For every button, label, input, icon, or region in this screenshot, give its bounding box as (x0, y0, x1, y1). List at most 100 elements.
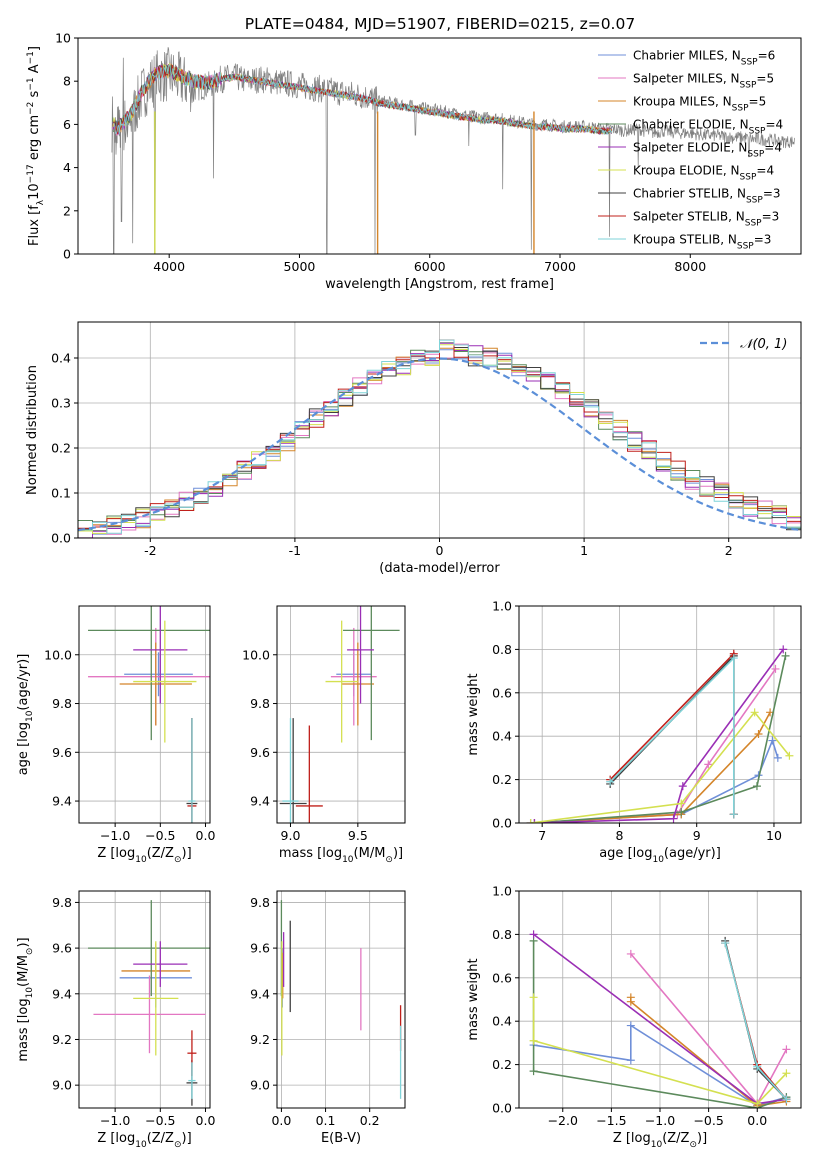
y-tick-label: 9.2 (52, 1032, 72, 1047)
y-axis-label: mass weight (466, 958, 481, 1040)
weight-marker (768, 736, 777, 745)
figure-title: PLATE=0484, MJD=51907, FIBERID=0215, z=0… (245, 15, 635, 33)
x-tick-label: −1.0 (100, 828, 130, 843)
weight-marker (526, 819, 535, 823)
axes-frame (276, 890, 406, 1109)
x-tick-label: −1.0 (100, 1113, 130, 1128)
legend-label: Chabrier MILES, NSSP=6 (633, 49, 775, 68)
weight-line-3 (534, 655, 787, 823)
legend-label: Chabrier STELIB, NSSP=3 (633, 187, 781, 206)
y-tick-label: 9.4 (52, 794, 72, 809)
errorbar-3 (343, 606, 400, 741)
x-tick-label: -1 (289, 543, 301, 558)
weight-marker (530, 819, 539, 823)
y-tick-label: 10.0 (44, 647, 72, 662)
x-tick-label: -2 (144, 543, 156, 558)
legend-label: Kroupa MILES, NSSP=5 (633, 95, 766, 114)
x-tick-label: 0.0 (271, 1113, 291, 1128)
weight-marker (626, 1021, 635, 1030)
weight-marker (781, 651, 790, 660)
y-tick-label: 9.2 (250, 1032, 270, 1047)
chart-residuals: -2 -1 0 1 2 0.0 0.1 0.2 0.3 0.4 𝒩(0, 1) (data-model… (25, 321, 802, 576)
errorbar-3 (88, 606, 210, 741)
axes-frame (77, 37, 802, 255)
weight-marker (782, 1095, 791, 1104)
weight-marker (779, 645, 788, 654)
y-axis-label: age [log10(age/yr)] (16, 654, 35, 776)
x-tick-label: −0.5 (145, 828, 175, 843)
weight-marker (606, 777, 615, 786)
weight-marker (773, 753, 782, 762)
weight-marker (626, 997, 635, 1006)
y-tick-label: 9.4 (250, 794, 270, 809)
y-tick-label: 9.6 (250, 745, 270, 760)
weight-line-2 (534, 711, 771, 823)
y-axis-label: Normed distribution (25, 365, 40, 495)
y-tick-label: 10.0 (242, 647, 270, 662)
x-tick-label: 6000 (414, 259, 446, 274)
x-tick-label: 0.0 (196, 1113, 216, 1128)
x-tick-label: −0.5 (693, 1113, 723, 1128)
legend-label: Kroupa STELIB, NSSP=3 (633, 233, 771, 252)
y-tick-label: 9.6 (52, 941, 72, 956)
x-axis-label: wavelength [Angstrom, rest frame] (325, 277, 554, 292)
axes-frame (276, 605, 406, 824)
errorbar-0 (124, 652, 193, 697)
errorbar-6 (279, 718, 307, 823)
y-tick-label: 1.0 (492, 884, 512, 899)
y-axis-label: Flux [fλ10−17 erg cm−2 s−1 A−1] (26, 46, 46, 246)
x-tick-label: −2.0 (548, 1113, 578, 1128)
y-tick-label: 10 (55, 31, 71, 46)
x-axis-label: Z [log10(Z/Z⊙)] (613, 1131, 707, 1150)
weight-marker (529, 930, 538, 939)
y-axis-label: mass weight (466, 673, 481, 755)
y-tick-label: 9.0 (250, 1078, 270, 1093)
x-tick-label: 0.0 (196, 828, 216, 843)
x-tick-label: −0.5 (145, 1113, 175, 1128)
y-tick-label: 2 (63, 203, 71, 218)
weight-marker (752, 782, 761, 791)
weight-marker (678, 782, 687, 791)
errorbar-8 (282, 718, 299, 823)
y-tick-label: 0.2 (492, 772, 512, 787)
chart-weight_vs_age: 7 8 9 10 0.0 0.2 0.4 0.6 0.8 1.0 age [log10(age/yr… (466, 599, 802, 865)
y-tick-label: 0.1 (51, 486, 71, 501)
x-axis-label: E(B-V) (321, 1131, 361, 1146)
weight-marker (721, 939, 730, 948)
chart-mass_vs_Z: −1.0 −0.5 0.0 9.0 9.2 9.4 9.6 9.8 Z [log10(Z/Z⊙)… (16, 890, 216, 1150)
plot-area (79, 606, 210, 823)
errorbar-5 (325, 620, 358, 743)
x-axis-label: Z [log10(Z/Z⊙)] (97, 1131, 191, 1150)
legend-label: Salpeter ELODIE, NSSP=4 (633, 141, 782, 160)
y-tick-label: 0.8 (492, 927, 512, 942)
weight-marker (529, 993, 538, 1002)
x-axis-label: (data-model)/error (379, 561, 500, 576)
errorbar-1 (93, 975, 206, 1054)
weight-marker (704, 760, 713, 769)
x-tick-label: 9.5 (348, 828, 368, 843)
x-axis-label: mass [log10(M/M⊙)] (279, 846, 403, 865)
y-tick-label: 9.4 (52, 986, 72, 1001)
axes-frame (78, 605, 211, 824)
y-tick-label: 0.2 (492, 1057, 512, 1072)
errorbar-2 (119, 642, 192, 726)
weight-marker (729, 654, 738, 663)
legend-label: Chabrier ELODIE, NSSP=4 (633, 118, 783, 137)
weight-marker (771, 664, 780, 673)
weight-line-5 (532, 997, 787, 1105)
chart-spectrum: 4000 5000 6000 7000 8000 0 2 4 6 8 10 Chabrier MILE… (26, 31, 802, 292)
legend: Chabrier MILES, NSSP=6 Salpeter MILES, NS… (598, 49, 783, 252)
gauss-curve (78, 357, 801, 532)
plot-area (111, 47, 795, 254)
y-tick-label: 0.4 (492, 1014, 512, 1029)
chart-weight_vs_Z: −2.0 −1.5 −1.0 −0.5 0.0 0.0 0.2 0.4 0.6 0.8 1.0 Z [… (466, 884, 802, 1150)
errorbar-4 (133, 941, 188, 987)
x-tick-label: 0.1 (316, 1113, 336, 1128)
weight-marker (729, 810, 738, 819)
x-tick-label: 7 (538, 828, 546, 843)
axes-frame (78, 890, 211, 1109)
y-tick-label: 0.3 (51, 396, 71, 411)
weight-marker (677, 808, 686, 817)
